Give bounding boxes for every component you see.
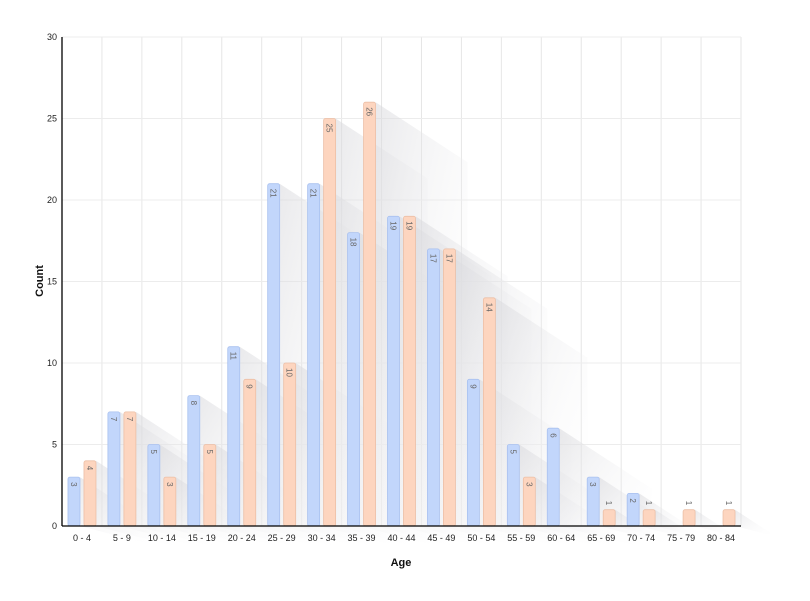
bar-value-label: 1 <box>684 501 693 506</box>
y-tick-label: 5 <box>52 440 57 450</box>
bar[interactable] <box>427 248 440 527</box>
bar-value-label: 10 <box>285 368 294 377</box>
bar[interactable] <box>466 378 480 527</box>
x-tick-label: 65 - 69 <box>587 533 615 543</box>
bar-value-label: 4 <box>85 466 94 471</box>
x-tick-label: 35 - 39 <box>348 533 376 543</box>
bar-value-label: 9 <box>245 384 254 389</box>
bar-value-label: 21 <box>269 189 278 198</box>
x-tick-label: 40 - 44 <box>387 533 415 543</box>
bar[interactable] <box>227 346 241 527</box>
bar-shadow <box>695 509 737 537</box>
bar-value-label: 1 <box>724 501 733 506</box>
bar[interactable] <box>83 460 97 527</box>
bar[interactable] <box>443 248 456 527</box>
x-tick-label: 25 - 29 <box>268 533 296 543</box>
bar-value-label: 3 <box>524 482 533 487</box>
x-axis-title: Age <box>391 557 412 569</box>
bar[interactable] <box>267 183 281 527</box>
x-tick-label: 20 - 24 <box>228 533 256 543</box>
bar-shadow <box>655 509 697 537</box>
bar-value-label: 25 <box>325 124 334 133</box>
bar-shadow <box>735 509 777 537</box>
bar[interactable] <box>323 118 337 527</box>
bar-value-label: 2 <box>628 498 637 503</box>
bar-value-label: 19 <box>389 221 398 230</box>
bar[interactable] <box>307 183 321 527</box>
x-tick-label: 15 - 19 <box>188 533 216 543</box>
y-axis-title: Count <box>34 265 46 297</box>
y-tick-label: 30 <box>47 32 57 42</box>
x-axis-ticks: 0 - 4 5 - 9 10 - 14 15 - 19 20 - 24 25 - 29 30… <box>73 533 735 543</box>
bar-value-label: 14 <box>484 303 493 312</box>
bar[interactable] <box>403 215 416 527</box>
bar-value-label: 18 <box>349 238 358 247</box>
y-tick-label: 25 <box>47 114 57 124</box>
x-tick-label: 45 - 49 <box>427 533 455 543</box>
y-tick-label: 0 <box>52 521 57 531</box>
bar[interactable] <box>123 411 137 527</box>
bar[interactable] <box>387 215 400 527</box>
x-tick-label: 30 - 34 <box>308 533 336 543</box>
y-tick-label: 20 <box>47 195 57 205</box>
bar-value-label: 19 <box>405 221 414 230</box>
bar[interactable] <box>203 444 217 527</box>
x-tick-label: 70 - 74 <box>627 533 655 543</box>
bar[interactable] <box>546 427 560 527</box>
bar-value-label: 5 <box>149 450 158 455</box>
bar[interactable] <box>482 297 496 527</box>
bar-value-label: 21 <box>309 189 318 198</box>
bar[interactable] <box>682 509 696 527</box>
bar-value-label: 8 <box>189 401 198 406</box>
x-tick-label: 60 - 64 <box>547 533 575 543</box>
x-tick-label: 50 - 54 <box>467 533 495 543</box>
bar[interactable] <box>602 509 616 527</box>
bar-value-label: 9 <box>468 384 477 389</box>
y-tick-label: 10 <box>47 358 57 368</box>
x-tick-label: 55 - 59 <box>507 533 535 543</box>
bar-value-label: 3 <box>588 482 597 487</box>
bar-value-label: 1 <box>644 501 653 506</box>
bar-value-label: 3 <box>165 482 174 487</box>
axes <box>61 37 741 527</box>
bar-value-label: 7 <box>109 417 118 422</box>
bar-value-label: 26 <box>365 107 374 116</box>
y-axis-ticks: 0 5 10 15 20 25 30 <box>47 32 57 531</box>
bar-value-label: 3 <box>69 482 78 487</box>
bar[interactable] <box>147 444 161 527</box>
bar-value-label: 5 <box>508 450 517 455</box>
bar-value-label: 5 <box>205 450 214 455</box>
x-tick-label: 10 - 14 <box>148 533 176 543</box>
bar-value-label: 11 <box>229 352 238 361</box>
bar[interactable] <box>107 411 121 527</box>
bar[interactable] <box>506 444 520 527</box>
bar-value-label: 1 <box>604 501 613 506</box>
bar[interactable] <box>642 509 656 527</box>
bar-value-label: 7 <box>125 417 134 422</box>
bar-value-label: 17 <box>444 254 453 263</box>
bar[interactable] <box>283 362 297 527</box>
x-tick-label: 0 - 4 <box>73 533 91 543</box>
bar[interactable] <box>243 378 257 527</box>
x-tick-label: 75 - 79 <box>667 533 695 543</box>
bar[interactable] <box>722 509 736 527</box>
x-tick-label: 80 - 84 <box>707 533 735 543</box>
bar-value-label: 6 <box>548 433 557 438</box>
bar[interactable] <box>363 101 376 527</box>
x-tick-label: 5 - 9 <box>113 533 131 543</box>
bar[interactable] <box>347 232 360 527</box>
bar-value-label: 17 <box>428 254 437 263</box>
bar[interactable] <box>187 395 201 527</box>
y-tick-label: 15 <box>47 277 57 287</box>
